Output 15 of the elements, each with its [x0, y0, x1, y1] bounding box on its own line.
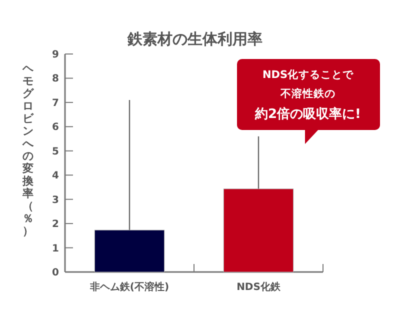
y-tick-label: 7: [52, 98, 60, 109]
y-tick-label: 4: [52, 170, 60, 182]
y-tick-label: 8: [52, 74, 60, 85]
y-tick-label: 9: [52, 50, 60, 60]
text: ヘモグロビンへの変換率（％）: [22, 62, 34, 238]
x-tick-label: 非ヘム鉄(不溶性): [88, 281, 170, 293]
y-tick-label: 3: [52, 194, 60, 206]
y-tick-label: 1: [52, 243, 60, 254]
y-tick-label: 5: [52, 146, 60, 158]
y-tick-label: 2: [52, 219, 60, 230]
x-tick-label: NDS化鉄: [236, 281, 282, 293]
annotation: NDS化することで不溶性鉄の約2倍の吸収率に!: [254, 68, 361, 122]
y-tick-label: 0: [52, 268, 60, 278]
chart-title: 鉄素材の生体利用率: [126, 30, 262, 48]
y-tick-label: 6: [52, 122, 60, 134]
